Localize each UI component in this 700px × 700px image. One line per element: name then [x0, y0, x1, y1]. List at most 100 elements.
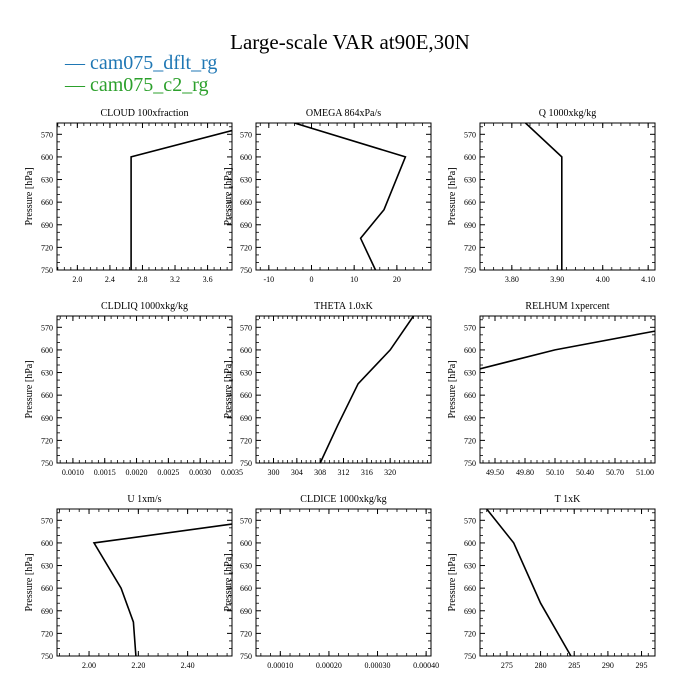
x-tick-label: 50.10	[546, 468, 564, 477]
panel-title: CLDICE 1000xkg/kg	[300, 494, 386, 505]
y-tick-label: 600	[464, 539, 476, 548]
y-tick-label: 600	[464, 153, 476, 162]
legend-item-c2: — cam075_c2_rg	[65, 74, 209, 96]
series-line	[92, 523, 232, 656]
panel-title: U 1xm/s	[127, 494, 161, 505]
y-tick-label: 600	[240, 539, 252, 548]
x-tick-label: 50.40	[576, 468, 594, 477]
y-axis-label: Pressure [hPa]	[223, 360, 234, 418]
x-tick-label: 3.2	[170, 275, 180, 284]
y-axis-label: Pressure [hPa]	[24, 360, 35, 418]
x-tick-label: 49.50	[486, 468, 504, 477]
y-tick-label: 660	[41, 198, 53, 207]
y-tick-label: 570	[240, 323, 252, 332]
panel-frame	[479, 508, 656, 657]
y-tick-label: 690	[240, 414, 252, 423]
y-tick-label: 750	[240, 266, 252, 275]
y-tick-label: 690	[41, 607, 53, 616]
panel-frame	[255, 122, 432, 271]
y-tick-label: 600	[464, 346, 476, 355]
y-tick-label: 690	[464, 221, 476, 230]
y-tick-label: 690	[464, 414, 476, 423]
y-tick-label: 660	[41, 391, 53, 400]
x-tick-label: 0.00020	[316, 661, 342, 670]
x-tick-label: 2.40	[181, 661, 195, 670]
panel-frame	[479, 122, 656, 271]
x-tick-label: 285	[568, 661, 580, 670]
x-tick-label: 2.4	[105, 275, 115, 284]
x-tick-label: 4.00	[596, 275, 610, 284]
x-tick-label: -10	[263, 275, 274, 284]
y-tick-label: 690	[240, 607, 252, 616]
y-tick-label: 570	[41, 516, 53, 525]
y-tick-label: 720	[41, 243, 53, 252]
x-tick-label: 3.6	[203, 275, 213, 284]
y-tick-label: 600	[240, 153, 252, 162]
y-tick-label: 600	[41, 153, 53, 162]
panel-title: OMEGA 864xPa/s	[306, 108, 381, 119]
y-tick-label: 570	[240, 516, 252, 525]
x-tick-label: 51.00	[636, 468, 654, 477]
y-axis-label: Pressure [hPa]	[24, 167, 35, 225]
y-tick-label: 750	[464, 266, 476, 275]
x-tick-label: 304	[291, 468, 303, 477]
x-tick-label: 20	[393, 275, 401, 284]
panel-frame	[255, 508, 432, 657]
x-tick-label: 2.00	[82, 661, 96, 670]
series-line	[480, 330, 655, 370]
x-tick-label: 0	[309, 275, 313, 284]
y-axis-label: Pressure [hPa]	[24, 553, 35, 611]
y-tick-label: 750	[41, 266, 53, 275]
x-tick-label: 316	[361, 468, 373, 477]
y-tick-label: 750	[240, 652, 252, 661]
x-tick-label: 295	[636, 661, 648, 670]
y-tick-label: 570	[464, 323, 476, 332]
y-axis-label: Pressure [hPa]	[447, 360, 458, 418]
y-tick-label: 720	[240, 436, 252, 445]
y-tick-label: 570	[464, 516, 476, 525]
x-tick-label: 2.0	[72, 275, 82, 284]
y-tick-label: 690	[41, 221, 53, 230]
y-tick-label: 660	[240, 198, 252, 207]
y-tick-label: 750	[464, 459, 476, 468]
panel-frame	[56, 508, 233, 657]
y-tick-label: 720	[464, 629, 476, 638]
x-tick-label: 0.0020	[126, 468, 148, 477]
y-tick-label: 630	[240, 562, 252, 571]
x-tick-label: 2.8	[137, 275, 147, 284]
y-tick-label: 630	[464, 176, 476, 185]
x-tick-label: 0.00030	[365, 661, 391, 670]
x-tick-label: 290	[602, 661, 614, 670]
x-tick-label: 308	[314, 468, 326, 477]
y-tick-label: 720	[464, 436, 476, 445]
y-tick-label: 630	[41, 369, 53, 378]
panel-frame	[56, 315, 233, 464]
x-tick-label: 0.0025	[157, 468, 179, 477]
legend-item-dflt: — cam075_dflt_rg	[65, 52, 218, 74]
y-tick-label: 630	[41, 176, 53, 185]
x-tick-label: 0.00040	[413, 661, 439, 670]
y-tick-label: 750	[464, 652, 476, 661]
y-tick-label: 570	[240, 130, 252, 139]
y-tick-label: 720	[41, 436, 53, 445]
y-tick-label: 690	[240, 221, 252, 230]
y-axis-label: Pressure [hPa]	[447, 553, 458, 611]
x-tick-label: 50.70	[606, 468, 624, 477]
series-line	[294, 123, 407, 270]
y-tick-label: 660	[41, 584, 53, 593]
x-tick-label: 49.80	[516, 468, 534, 477]
y-tick-label: 720	[240, 629, 252, 638]
panel-title: RELHUM 1xpercent	[525, 301, 609, 312]
y-tick-label: 570	[464, 130, 476, 139]
y-tick-label: 600	[41, 346, 53, 355]
chart-title: Large-scale VAR at90E,30N	[230, 30, 470, 54]
x-tick-label: 300	[268, 468, 280, 477]
y-tick-label: 660	[240, 584, 252, 593]
y-tick-label: 630	[240, 176, 252, 185]
x-tick-label: 3.80	[505, 275, 519, 284]
x-tick-label: 0.0010	[62, 468, 84, 477]
y-tick-label: 630	[41, 562, 53, 571]
y-tick-label: 600	[41, 539, 53, 548]
y-tick-label: 660	[464, 584, 476, 593]
